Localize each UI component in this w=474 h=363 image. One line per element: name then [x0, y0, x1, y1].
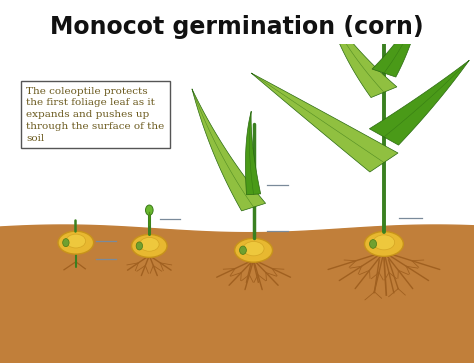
Polygon shape [376, 0, 401, 30]
Polygon shape [246, 111, 261, 195]
Polygon shape [251, 73, 398, 172]
Polygon shape [192, 89, 265, 211]
Ellipse shape [63, 238, 69, 247]
Polygon shape [327, 9, 397, 98]
Text: The coleoptile protects
the first foliage leaf as it
expands and pushes up
throu: The coleoptile protects the first foliag… [26, 87, 164, 143]
Ellipse shape [365, 232, 403, 256]
Ellipse shape [136, 242, 143, 250]
Ellipse shape [139, 237, 159, 251]
Ellipse shape [235, 238, 273, 262]
Ellipse shape [146, 205, 153, 215]
Ellipse shape [370, 240, 376, 248]
Ellipse shape [131, 234, 167, 257]
Ellipse shape [66, 234, 86, 248]
Polygon shape [372, 3, 422, 77]
Ellipse shape [243, 241, 264, 256]
Text: Monocot germination (corn): Monocot germination (corn) [50, 15, 424, 38]
Ellipse shape [239, 246, 246, 254]
Polygon shape [369, 60, 469, 145]
Ellipse shape [58, 231, 94, 254]
Ellipse shape [373, 235, 395, 250]
Polygon shape [365, 0, 394, 43]
